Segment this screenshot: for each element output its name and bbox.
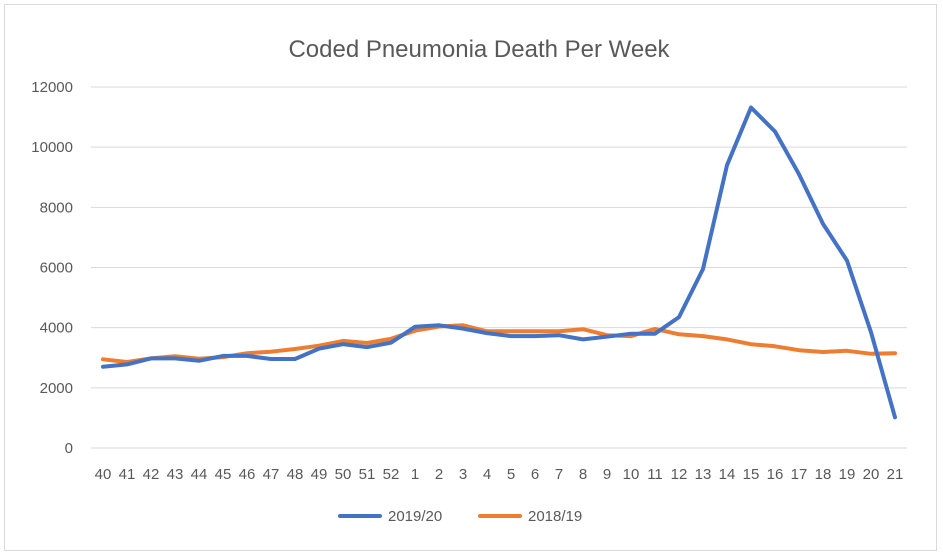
x-tick-label: 7 xyxy=(555,466,563,483)
chart-area: Coded Pneumonia Death Per Week 0 2000 4000… xyxy=(4,4,937,551)
x-tick-label: 50 xyxy=(335,466,352,483)
x-tick-label: 41 xyxy=(119,466,136,483)
x-tick-label: 19 xyxy=(839,466,856,483)
x-tick-label: 52 xyxy=(383,466,400,483)
series-lines xyxy=(101,105,897,420)
x-tick-label: 21 xyxy=(887,466,904,483)
legend-label-1: 2018/19 xyxy=(528,508,582,525)
x-tick-label: 2 xyxy=(435,466,443,483)
x-tick-label: 10 xyxy=(623,466,640,483)
x-tick-label: 15 xyxy=(743,466,760,483)
x-tick-label: 46 xyxy=(239,466,256,483)
line-chart: Coded Pneumonia Death Per Week 0 2000 4000… xyxy=(31,36,907,525)
x-tick-label: 48 xyxy=(287,466,304,483)
x-tick-label: 13 xyxy=(695,466,712,483)
y-tick-label: 10000 xyxy=(31,139,73,156)
x-tick-label: 20 xyxy=(863,466,880,483)
y-tick-label: 2000 xyxy=(40,380,73,397)
y-tick-label: 0 xyxy=(65,440,73,457)
x-tick-label: 42 xyxy=(143,466,160,483)
x-tick-label: 6 xyxy=(531,466,539,483)
x-tick-label: 40 xyxy=(95,466,112,483)
y-tick-label: 4000 xyxy=(40,320,73,337)
x-tick-label: 11 xyxy=(647,466,663,483)
y-axis-ticks: 0 2000 4000 6000 8000 10000 12000 xyxy=(31,79,73,457)
y-tick-label: 12000 xyxy=(31,79,73,96)
x-tick-label: 14 xyxy=(719,466,736,483)
legend-label-0: 2019/20 xyxy=(388,508,442,525)
y-tick-label: 6000 xyxy=(40,260,73,277)
x-tick-label: 49 xyxy=(311,466,328,483)
x-tick-label: 5 xyxy=(507,466,515,483)
y-tick-label: 8000 xyxy=(40,199,73,216)
x-tick-label: 3 xyxy=(459,466,467,483)
x-tick-label: 51 xyxy=(359,466,376,483)
legend: 2019/20 2018/19 xyxy=(338,508,582,525)
series-line-0 xyxy=(101,105,897,420)
x-tick-label: 16 xyxy=(767,466,784,483)
x-tick-label: 47 xyxy=(263,466,280,483)
x-tick-label: 45 xyxy=(215,466,232,483)
x-axis-ticks: 40 41 42 43 44 45 46 47 48 49 50 51 52 1 2 3 4 5 6 7 8 9 10 11 1… xyxy=(95,466,904,483)
gridlines xyxy=(91,86,907,449)
x-tick-label: 4 xyxy=(483,466,491,483)
x-tick-label: 44 xyxy=(191,466,208,483)
x-tick-label: 8 xyxy=(579,466,587,483)
x-tick-label: 18 xyxy=(815,466,832,483)
x-tick-label: 17 xyxy=(791,466,808,483)
x-tick-label: 12 xyxy=(671,466,688,483)
chart-title: Coded Pneumonia Death Per Week xyxy=(288,36,670,63)
x-tick-label: 9 xyxy=(603,466,611,483)
x-tick-label: 43 xyxy=(167,466,184,483)
x-tick-label: 1 xyxy=(411,466,419,483)
